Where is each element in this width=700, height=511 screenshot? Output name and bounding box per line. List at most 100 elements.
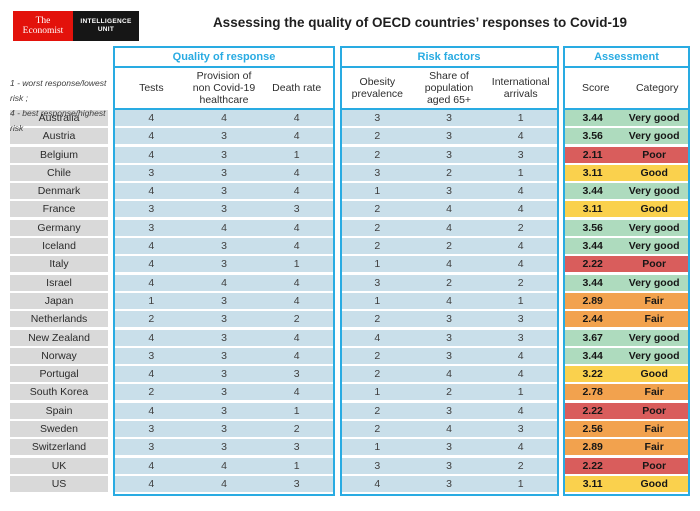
score-cell: 3.44 — [582, 349, 603, 362]
group-title-quality: Quality of response — [115, 48, 333, 68]
rating-cell: 4 — [374, 477, 381, 490]
rating-cell: 4 — [517, 404, 524, 417]
rating-cell: 4 — [221, 221, 227, 234]
rating-cell: 1 — [293, 404, 300, 417]
rating-cell: 1 — [517, 386, 524, 399]
table-row: 3 3 4 — [115, 347, 333, 364]
logo-brand-line1: The — [35, 16, 51, 26]
category-cell: Very good — [628, 112, 680, 124]
rating-cell: 3 — [221, 386, 227, 399]
score-cell: 2.22 — [582, 258, 603, 271]
category-cell: Good — [640, 203, 668, 216]
assessment-row: 2.78 Fair — [565, 384, 688, 401]
group-title-assessment: Assessment — [565, 48, 688, 68]
rating-cell: 4 — [221, 276, 227, 289]
country-label: Austria — [10, 128, 108, 145]
rating-cell: 2 — [446, 166, 452, 179]
rating-cell: 3 — [374, 459, 381, 472]
rating-cell: 2 — [148, 313, 155, 326]
column-header-death-rate: Death rate — [272, 82, 322, 94]
rating-cell: 2 — [374, 203, 381, 216]
rating-cell: 3 — [446, 148, 452, 161]
category-cell: Poor — [642, 404, 667, 417]
column-headers-risk: Obesity prevalence Share of population ag… — [341, 68, 557, 110]
country-label: Japan — [10, 292, 108, 309]
rating-cell: 4 — [517, 258, 524, 271]
assessment-row: 3.44 Very good — [565, 238, 688, 255]
rating-cell: 4 — [293, 349, 300, 362]
country-label: Iceland — [10, 238, 108, 255]
logo-unit-line2: UNIT — [97, 26, 115, 33]
table-row: 4 3 1 — [115, 256, 333, 273]
rating-cell: 1 — [374, 185, 381, 198]
rating-cell: 4 — [517, 349, 524, 362]
country-label: Denmark — [10, 183, 108, 200]
rating-cell: 2 — [293, 313, 300, 326]
category-cell: Good — [640, 477, 668, 490]
rating-cell: 3 — [446, 349, 452, 362]
country-label: Portugal — [10, 366, 108, 383]
rating-cell: 4 — [221, 112, 227, 124]
rating-cell: 2 — [446, 276, 452, 289]
table-row: 3 3 1 — [341, 110, 557, 126]
rating-cell: 3 — [293, 441, 300, 454]
rating-cell: 4 — [293, 294, 300, 307]
country-label: Sweden — [10, 421, 108, 438]
rating-cell: 2 — [374, 404, 381, 417]
assessment-row: 3.56 Very good — [565, 219, 688, 236]
rating-cell: 2 — [148, 386, 155, 399]
rating-cell: 4 — [446, 294, 452, 307]
rating-cell: 4 — [148, 331, 155, 344]
assessment-table: 1 - worst response/lowest risk ; 4 - bes… — [10, 46, 690, 497]
rating-cell: 2 — [374, 313, 381, 326]
rating-cell: 1 — [517, 112, 524, 124]
table-row: 1 3 4 — [341, 439, 557, 456]
table-row: 3 2 2 — [341, 274, 557, 291]
column-header-obesity-prevalence: Obesity prevalence — [351, 76, 404, 100]
score-cell: 2.89 — [582, 441, 603, 454]
table-row: 2 3 4 — [341, 347, 557, 364]
table-row: 1 4 4 — [341, 256, 557, 273]
rating-cell: 3 — [446, 404, 452, 417]
category-cell: Very good — [628, 331, 680, 344]
group-assessment: Assessment Score Category 3.44 Very good 3.… — [563, 46, 690, 497]
group-title-risk: Risk factors — [341, 48, 557, 68]
score-cell: 3.11 — [582, 203, 603, 216]
rating-cell: 1 — [293, 459, 300, 472]
column-header-category: Category — [635, 82, 679, 94]
table-row: 2 3 4 — [115, 384, 333, 401]
legend-note-line1: 1 - worst response/lowest risk ; — [10, 78, 107, 103]
rating-cell: 3 — [293, 368, 300, 381]
logo-brand-line2: Economist — [22, 26, 64, 36]
country-label: Italy — [10, 256, 108, 273]
table-row: 3 3 3 — [115, 201, 333, 218]
assessment-row: 3.11 Good — [565, 201, 688, 218]
category-cell: Fair — [644, 386, 664, 399]
rating-cell: 3 — [517, 331, 524, 344]
rating-cell: 3 — [221, 240, 227, 253]
rating-cell: 4 — [221, 477, 227, 490]
rating-cell: 3 — [221, 185, 227, 198]
table-row: 3 3 2 — [341, 457, 557, 474]
rating-cell: 3 — [221, 294, 227, 307]
column-header-international-arrivals: International arrivals — [491, 76, 550, 100]
column-headers-assessment: Score Category — [565, 68, 688, 110]
table-row: 2 4 4 — [341, 201, 557, 218]
rating-cell: 3 — [148, 441, 155, 454]
rating-cell: 4 — [148, 258, 155, 271]
rating-cell: 2 — [374, 423, 381, 436]
rating-cell: 3 — [517, 313, 524, 326]
rating-cell: 4 — [446, 203, 452, 216]
group-risk-factors: Risk factors Obesity prevalence Share of … — [339, 46, 559, 497]
rating-cell: 4 — [293, 185, 300, 198]
table-row: 3 2 1 — [341, 164, 557, 181]
rating-cell: 4 — [293, 221, 300, 234]
rating-cell: 4 — [148, 368, 155, 381]
country-label: Spain — [10, 402, 108, 419]
country-label: US — [10, 475, 108, 492]
column-header-share-of-population-aged-65: Share of population aged 65+ — [424, 70, 474, 106]
assessment-row: 2.56 Fair — [565, 421, 688, 438]
table-row: 2 4 4 — [341, 366, 557, 383]
table-row: 4 3 4 — [115, 329, 333, 346]
